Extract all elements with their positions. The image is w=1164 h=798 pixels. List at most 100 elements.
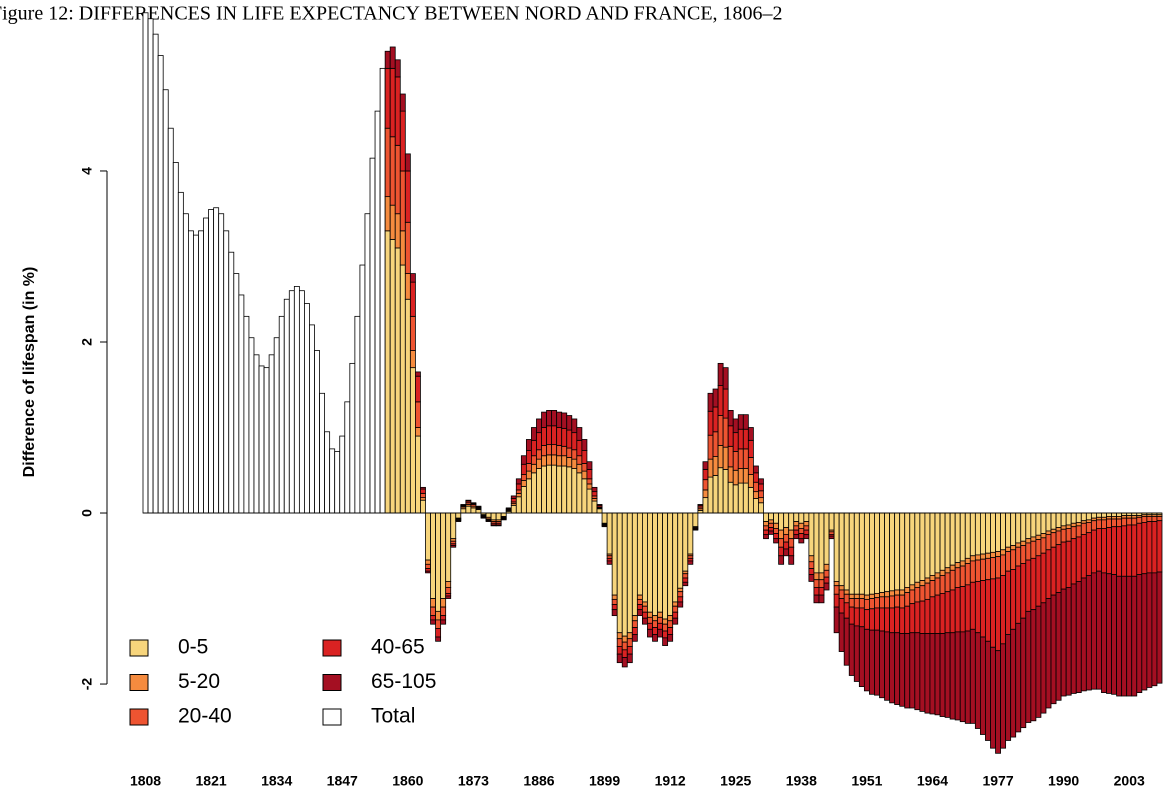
bar-segment bbox=[1101, 528, 1107, 574]
bar-segment bbox=[561, 412, 568, 429]
bar-segment bbox=[631, 634, 638, 642]
bar-segment bbox=[869, 629, 875, 695]
bar-segment bbox=[682, 577, 689, 583]
bar-segment bbox=[722, 446, 729, 470]
bar-segment bbox=[843, 593, 850, 604]
bar-segment bbox=[773, 522, 780, 529]
bar-segment bbox=[808, 555, 815, 563]
bar-segment bbox=[652, 615, 658, 622]
bar-segment bbox=[833, 593, 840, 608]
bar-segment bbox=[939, 512, 946, 571]
bar-segment bbox=[667, 627, 674, 635]
bar-segment bbox=[995, 512, 1001, 552]
x-tick-label: 1834 bbox=[261, 773, 292, 789]
bar-segment bbox=[687, 512, 694, 555]
bar-segment bbox=[611, 604, 618, 611]
bar-segment bbox=[828, 535, 835, 540]
bar-segment bbox=[420, 488, 426, 494]
bar-segment bbox=[853, 593, 860, 599]
bar-segment bbox=[586, 469, 593, 480]
bar-segment bbox=[621, 635, 628, 643]
bar-segment bbox=[611, 512, 618, 596]
bar-segment bbox=[450, 545, 457, 548]
bar-segment bbox=[1060, 528, 1067, 543]
bar-segment bbox=[626, 512, 633, 634]
bar-segment bbox=[783, 533, 790, 543]
bar-segment bbox=[581, 463, 588, 472]
bar-segment bbox=[924, 633, 931, 714]
bar-segment bbox=[702, 489, 709, 499]
bar-segment bbox=[773, 538, 780, 544]
bar-segment bbox=[652, 627, 658, 635]
bar-segment bbox=[1030, 536, 1037, 542]
bar-segment bbox=[783, 512, 790, 528]
bar-segment bbox=[1030, 557, 1037, 611]
bar-segment bbox=[233, 273, 240, 514]
y-tick-label: 4 bbox=[79, 167, 95, 175]
bar-segment bbox=[621, 641, 628, 651]
bar-segment bbox=[606, 512, 613, 555]
bar-segment bbox=[636, 598, 643, 605]
bar-segment bbox=[435, 619, 442, 629]
bar-segment bbox=[1116, 575, 1123, 697]
bar-segment bbox=[293, 286, 300, 514]
bar-segment bbox=[904, 605, 911, 634]
bar-segment bbox=[1040, 537, 1047, 554]
bar-segment bbox=[667, 620, 674, 629]
bar-segment bbox=[1096, 570, 1102, 690]
bar-segment bbox=[818, 572, 825, 581]
bar-segment bbox=[415, 371, 421, 377]
bar-segment bbox=[541, 465, 547, 514]
bar-segment bbox=[1015, 546, 1022, 567]
bar-segment bbox=[742, 414, 749, 430]
bar-segment bbox=[813, 579, 820, 588]
bar-segment bbox=[1020, 512, 1027, 542]
bar-segment bbox=[985, 512, 991, 554]
bar-segment bbox=[1020, 545, 1027, 564]
bar-segment bbox=[344, 401, 351, 514]
bar-segment bbox=[662, 623, 669, 632]
bar-segment bbox=[581, 439, 588, 451]
bar-segment bbox=[298, 290, 305, 514]
bar-segment bbox=[959, 560, 966, 567]
bar-segment bbox=[929, 580, 936, 598]
bar-segment bbox=[324, 431, 331, 514]
bar-segment bbox=[142, 12, 149, 514]
bar-segment bbox=[889, 595, 896, 609]
bar-segment bbox=[193, 234, 199, 514]
bar-segment bbox=[586, 483, 593, 490]
bar-segment bbox=[919, 580, 926, 587]
bar-segment bbox=[551, 464, 558, 514]
bar-segment bbox=[1005, 546, 1012, 552]
bar-segment bbox=[450, 512, 457, 540]
bar-segment bbox=[1015, 512, 1022, 544]
bar-segment bbox=[737, 414, 744, 430]
bar-segment bbox=[758, 483, 764, 492]
bar-segment bbox=[863, 598, 870, 611]
bar-segment bbox=[430, 619, 436, 625]
bar-segment bbox=[959, 565, 966, 587]
bar-segment bbox=[732, 418, 739, 434]
bar-segment bbox=[1055, 592, 1062, 701]
bar-segment bbox=[1010, 512, 1017, 546]
bar-segment bbox=[1156, 520, 1163, 573]
bar-segment bbox=[934, 633, 941, 716]
bar-segment bbox=[1151, 572, 1158, 687]
bar-segment bbox=[420, 499, 426, 514]
bar-segment bbox=[601, 512, 608, 524]
bar-segment bbox=[909, 589, 916, 605]
bar-segment bbox=[636, 609, 643, 617]
bar-segment bbox=[995, 577, 1001, 652]
bar-segment bbox=[576, 463, 583, 474]
bar-segment bbox=[647, 628, 653, 638]
bar-segment bbox=[425, 559, 431, 565]
bar-segment bbox=[465, 505, 472, 514]
bar-segment bbox=[596, 508, 603, 514]
bar-segment bbox=[929, 512, 936, 576]
bar-segment bbox=[909, 603, 916, 634]
bar-segment bbox=[167, 127, 174, 514]
bar-segment bbox=[798, 512, 805, 524]
bar-segment bbox=[455, 512, 462, 519]
bar-segment bbox=[536, 449, 542, 460]
bar-segment bbox=[415, 401, 421, 428]
